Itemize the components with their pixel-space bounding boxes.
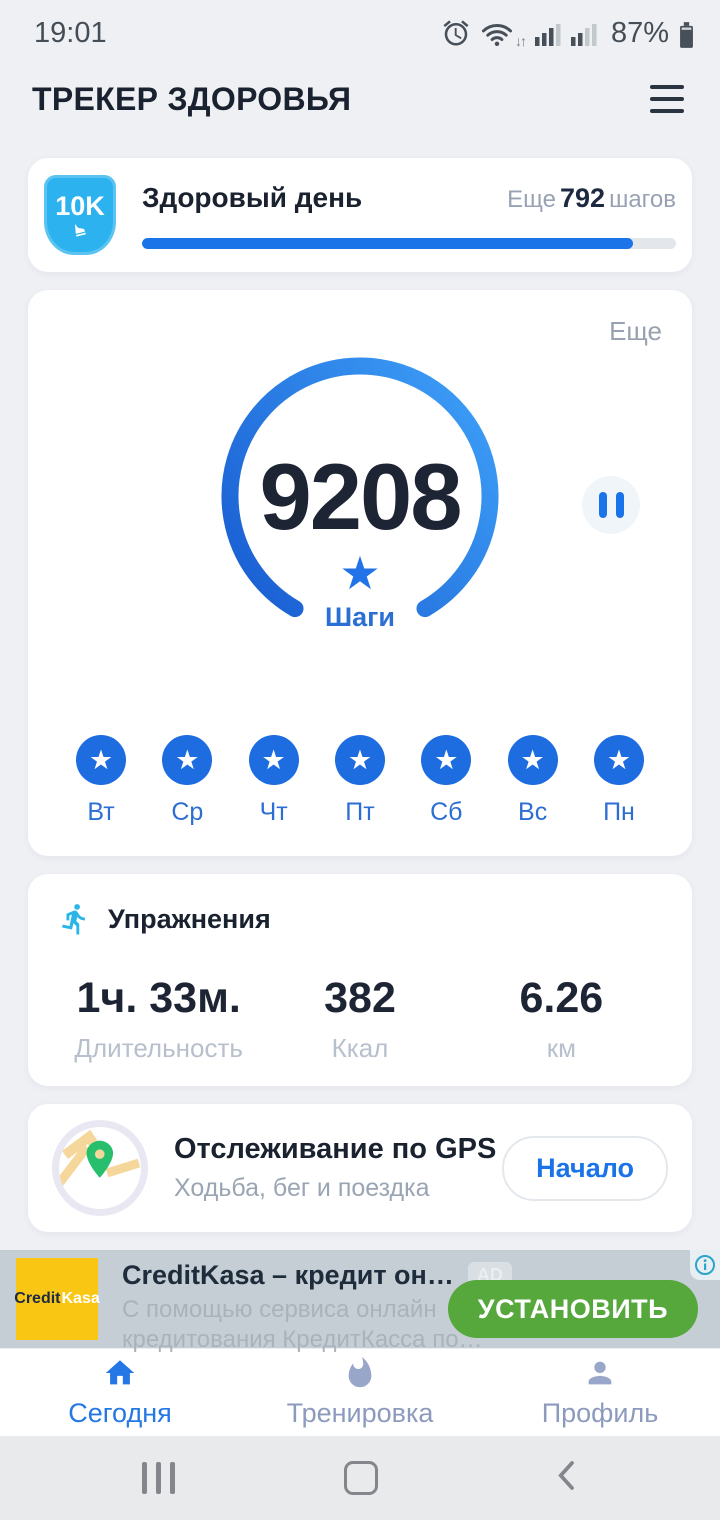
battery-percent: 87% — [610, 17, 669, 49]
back-icon[interactable] — [552, 1458, 582, 1499]
goal-progress-bar — [142, 237, 676, 249]
clock-time: 19:01 — [34, 16, 107, 49]
battery-icon — [680, 22, 693, 48]
nav-profile[interactable]: Профиль — [480, 1349, 720, 1436]
app-header: ТРЕКЕР ЗДОРОВЬЯ — [0, 56, 720, 140]
badge-10k-icon: 10K — [44, 175, 116, 255]
week-day-fri[interactable]: ★ Пт — [334, 735, 385, 827]
week-day-mon[interactable]: ★ Пн — [593, 735, 644, 827]
map-icon — [52, 1120, 148, 1216]
menu-icon[interactable] — [650, 81, 684, 117]
signal-sim1-icon — [534, 24, 561, 46]
ad-logo: Credit Kasa — [14, 1258, 100, 1340]
gps-start-button[interactable]: Начало — [502, 1135, 668, 1201]
ad-banner[interactable]: Credit Kasa CreditKasa – кредит он… AD С … — [0, 1250, 720, 1353]
home-icon — [105, 1360, 135, 1385]
goal-title: Здоровый день — [142, 181, 363, 213]
page-title: ТРЕКЕР ЗДОРОВЬЯ — [32, 80, 352, 117]
wifi-icon — [481, 24, 512, 47]
exercise-title: Упражнения — [108, 903, 271, 934]
exercise-card[interactable]: Упражнения 1ч. 33м. Длительность 382 Кка… — [28, 874, 692, 1086]
gps-card: Отслеживание по GPS Ходьба, бег и поездк… — [28, 1104, 692, 1232]
goal-progress-fill — [142, 237, 634, 249]
day-star-icon: ★ — [421, 735, 472, 785]
ring-arc — [221, 357, 499, 618]
ad-description: С помощью сервиса онлайн кредитования Кр… — [122, 1296, 483, 1353]
android-home-icon[interactable] — [344, 1461, 378, 1495]
steps-more-link[interactable]: Еще — [609, 316, 662, 346]
pause-icon — [598, 492, 607, 518]
install-button[interactable]: УСТАНОВИТЬ — [447, 1280, 698, 1338]
steps-progress-ring: 9208 ★ Шаги — [207, 346, 513, 646]
daily-goal-card[interactable]: 10K Здоровый день Еще 792 шагов — [28, 158, 692, 272]
week-row: ★ Вт ★ Ср ★ Чт ★ Пт ★ Сб ★ Вс ★ Пн — [28, 735, 692, 827]
steps-card: Еще 9208 ★ Шаги ★ Вт ★ Ср ★ Чт ★ Пт ★ Сб ★ Вс … — [28, 290, 692, 856]
nav-workout[interactable]: Тренировка — [240, 1349, 480, 1436]
week-day-thu[interactable]: ★ Чт — [248, 735, 299, 827]
day-star-icon: ★ — [248, 735, 299, 785]
stat-calories: 382 Ккал — [324, 974, 396, 1063]
day-star-icon: ★ — [76, 735, 126, 785]
steps-remaining: Еще 792 шагов — [507, 182, 676, 213]
day-star-icon: ★ — [334, 735, 385, 785]
runner-icon — [62, 904, 85, 935]
day-star-icon: ★ — [162, 735, 213, 785]
steps-count: 9208 — [259, 444, 462, 549]
wifi-arrows-icon: ↓↑ — [514, 33, 527, 49]
status-bar: 19:01 ↓↑ 87% — [0, 0, 720, 56]
map-pin-icon — [86, 1140, 114, 1178]
person-icon — [588, 1361, 612, 1385]
week-day-sun[interactable]: ★ Вс — [507, 735, 558, 827]
star-icon: ★ — [339, 547, 381, 599]
pause-button[interactable] — [582, 476, 640, 534]
stat-distance: 6.26 км — [519, 974, 604, 1063]
gps-subtitle: Ходьба, бег и поездка — [174, 1174, 430, 1202]
alarm-icon — [443, 20, 469, 46]
ad-title: CreditKasa – кредит он… — [122, 1260, 454, 1290]
signal-sim2-icon — [570, 24, 597, 46]
day-star-icon: ★ — [507, 735, 558, 785]
gps-title: Отслеживание по GPS — [174, 1133, 497, 1165]
pause-icon — [615, 492, 624, 518]
recents-icon[interactable] — [142, 1462, 175, 1494]
week-day-wed[interactable]: ★ Ср — [162, 735, 213, 827]
bottom-nav: Сегодня Тренировка Профиль — [0, 1348, 720, 1436]
android-nav-bar — [0, 1436, 720, 1520]
week-day-sat[interactable]: ★ Сб — [421, 735, 472, 827]
ad-info-icon[interactable] — [690, 1250, 720, 1280]
stat-duration: 1ч. 33м. Длительность — [74, 974, 243, 1063]
week-day-tue[interactable]: ★ Вт — [76, 735, 126, 827]
nav-today[interactable]: Сегодня — [0, 1349, 240, 1436]
steps-label: Шаги — [325, 602, 395, 632]
day-star-icon: ★ — [593, 735, 644, 785]
flame-icon — [348, 1356, 372, 1388]
shoe-icon — [74, 224, 86, 237]
